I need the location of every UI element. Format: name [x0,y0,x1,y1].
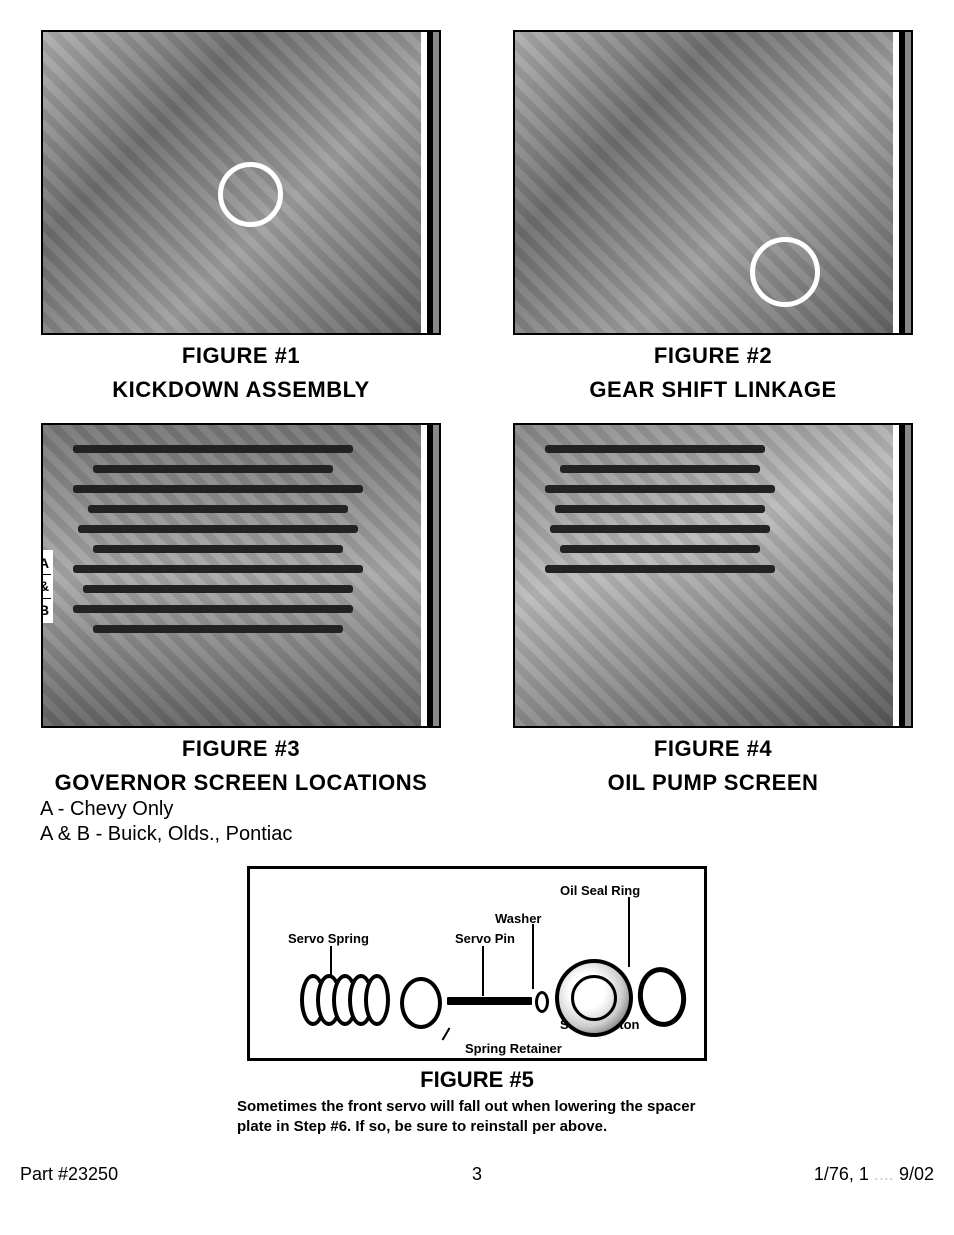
photo-edge-stripe [421,425,439,726]
figure-1-subtitle: KICKDOWN ASSEMBLY [112,377,369,403]
figure-5: Oil Seal Ring Washer Servo Spring Servo … [237,866,717,1136]
figure-2: FIGURE #2 GEAR SHIFT LINKAGE [492,30,934,403]
figure-4-title: FIGURE #4 [654,736,772,762]
leader-line [330,946,332,976]
figure-3-side-labels: A & B [41,550,53,623]
servo-pin-icon [447,997,532,1005]
figure-5-diagram: Oil Seal Ring Washer Servo Spring Servo … [247,866,707,1061]
figure-1: FIGURE #1 KICKDOWN ASSEMBLY [20,30,462,403]
figure-5-note: Sometimes the front servo will fall out … [237,1097,717,1136]
figure-3-photo: A & B [41,423,441,728]
servo-piston-icon [555,959,633,1037]
figure-4: FIGURE #4 OIL PUMP SCREEN [492,423,934,846]
date-right: 9/02 [899,1164,934,1184]
figure-3: A & B FIGURE #3 GOVERNOR SCREEN LOCATION… [20,423,462,846]
date-faded: .... [874,1164,894,1184]
washer-icon [535,991,549,1013]
footer-date: 1/76, 1 .... 9/02 [814,1164,934,1185]
label-servo-pin: Servo Pin [455,931,515,946]
figure-grid: FIGURE #1 KICKDOWN ASSEMBLY FIGURE #2 GE… [20,30,934,846]
photo-edge-stripe [421,32,439,333]
figure-2-title: FIGURE #2 [654,343,772,369]
photo-edge-stripe [893,32,911,333]
valve-body-maze [73,435,379,686]
figure-1-photo [41,30,441,335]
figure-3-note-b: A & B - Buick, Olds., Pontiac [40,823,292,846]
figure-5-title: FIGURE #5 [420,1067,534,1093]
figure-2-subtitle: GEAR SHIFT LINKAGE [589,377,836,403]
label-amp: & [41,575,51,598]
photo-edge-stripe [893,425,911,726]
label-a: A [41,552,51,575]
figure-2-highlight-circle [750,237,820,307]
figure-3-title: FIGURE #3 [182,736,300,762]
page-footer: Part #23250 3 1/76, 1 .... 9/02 [20,1164,934,1185]
figure-1-title: FIGURE #1 [182,343,300,369]
figure-2-photo [513,30,913,335]
figure-3-subtitle: GOVERNOR SCREEN LOCATIONS [55,770,428,796]
leader-line [442,1027,451,1040]
spring-retainer-icon [400,977,442,1029]
page-number: 3 [472,1164,482,1185]
leader-line [628,897,630,967]
label-spring-retainer: Spring Retainer [465,1041,562,1056]
label-oil-seal-ring: Oil Seal Ring [560,883,640,898]
figure-3-note-a: A - Chevy Only [40,798,173,821]
date-left: 1/76, 1 [814,1164,869,1184]
label-b: B [41,599,51,621]
valve-body-maze [545,435,851,686]
figure-4-photo [513,423,913,728]
figure-4-subtitle: OIL PUMP SCREEN [608,770,819,796]
label-servo-spring: Servo Spring [288,931,369,946]
oil-seal-ring-icon [634,964,690,1030]
leader-line [482,946,484,996]
leader-line [532,924,534,989]
part-number: Part #23250 [20,1164,118,1185]
servo-spring-icon [300,974,395,1029]
label-washer: Washer [495,911,541,926]
figure-1-highlight-circle [218,162,283,227]
